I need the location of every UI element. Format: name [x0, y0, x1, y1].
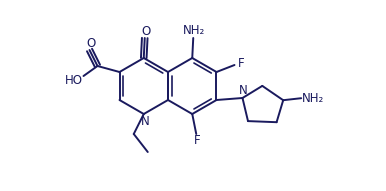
Text: F: F — [238, 57, 245, 70]
Text: O: O — [86, 36, 95, 49]
Text: N: N — [141, 114, 149, 128]
Text: F: F — [194, 134, 201, 147]
Text: NH₂: NH₂ — [183, 23, 205, 36]
Text: O: O — [141, 24, 151, 37]
Text: N: N — [239, 83, 248, 96]
Text: NH₂: NH₂ — [302, 92, 324, 105]
Text: HO: HO — [64, 74, 83, 87]
